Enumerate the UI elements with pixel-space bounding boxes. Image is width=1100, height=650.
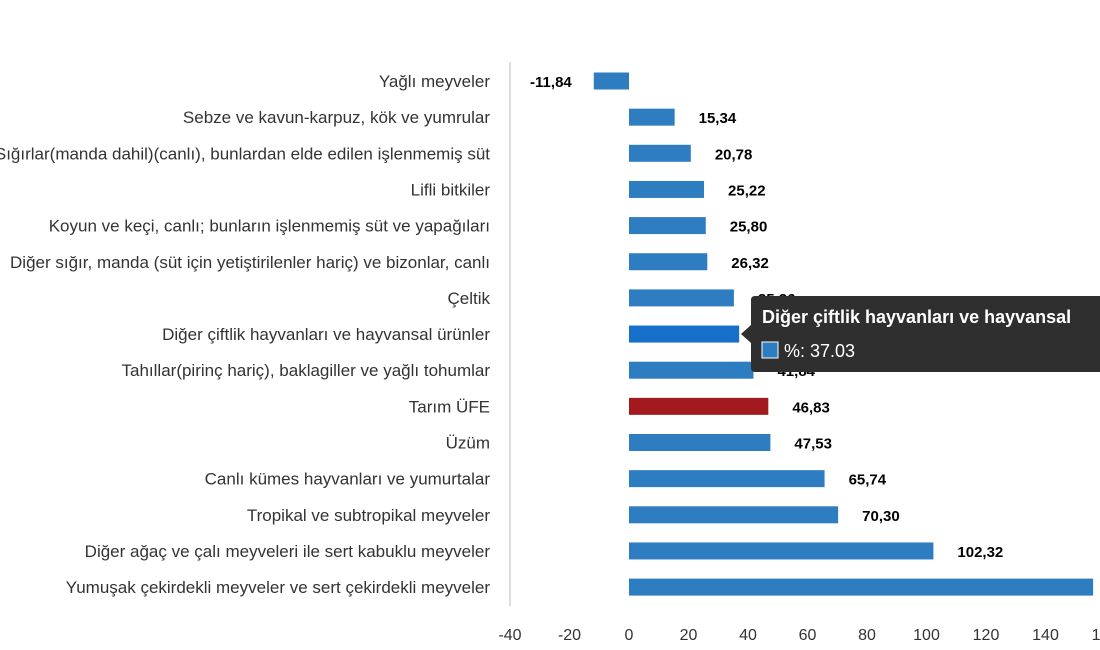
value-label: 15,34	[699, 110, 737, 127]
bar-6[interactable]	[629, 289, 734, 307]
value-label: 20,78	[715, 146, 753, 163]
tooltip-series-swatch	[761, 341, 779, 359]
x-tick-label: 120	[973, 627, 1000, 644]
category-label: Diğer çiftlik hayvanları ve hayvansal ür…	[162, 325, 490, 344]
x-axis-ticks: -40 -20 0 20 40 60 80 100 120 140 160	[498, 627, 1100, 644]
value-label: 25,80	[730, 219, 768, 236]
bar-2[interactable]	[629, 144, 691, 162]
x-tick-label: 0	[625, 627, 634, 644]
category-label: Koyun ve keçi, canlı; bunların işlenmemi…	[49, 217, 490, 236]
category-label: Yağlı meyveler	[379, 72, 491, 91]
bar-4[interactable]	[629, 217, 706, 235]
category-label: Lifli bitkiler	[411, 180, 491, 199]
bars	[593, 72, 1094, 596]
bar-5[interactable]	[629, 253, 708, 271]
bar-10[interactable]	[629, 434, 771, 451]
tooltip-series-value: %: 37.03	[784, 341, 855, 361]
x-tick-label: -20	[558, 627, 581, 644]
category-label: Sebze ve kavun-karpuz, kök ve yumrular	[183, 108, 490, 127]
value-label: 65,74	[849, 472, 887, 489]
category-label: Çeltik	[447, 289, 490, 308]
bar-9[interactable]	[629, 397, 769, 415]
category-label: Yumuşak çekirdekli meyveler ve sert çeki…	[66, 578, 491, 597]
value-label: -11,84	[530, 74, 572, 91]
bar-8[interactable]	[629, 361, 754, 379]
bar-7[interactable]	[629, 325, 740, 343]
x-tick-label: 160	[1092, 627, 1100, 644]
value-label: 26,32	[731, 255, 769, 272]
value-label: 25,22	[728, 182, 766, 199]
x-tick-label: 100	[913, 627, 940, 644]
category-label: Diğer sığır, manda (süt için yetiştirile…	[10, 253, 490, 272]
bar-3[interactable]	[629, 180, 705, 198]
value-label: 47,53	[794, 436, 832, 453]
category-labels: Yağlı meyveler Sebze ve kavun-karpuz, kök…	[0, 72, 490, 597]
category-label: Sığırlar(manda dahil)(canlı), bunlardan …	[0, 144, 490, 163]
bar-0[interactable]	[593, 72, 629, 90]
bar-1[interactable]	[629, 108, 675, 126]
tooltip: Diğer çiftlik hayvanları ve hayvansal %:…	[741, 296, 1100, 372]
value-label: 70,30	[862, 508, 900, 525]
bar-11[interactable]	[629, 470, 825, 488]
tooltip-box	[741, 296, 1100, 372]
x-tick-label: 60	[799, 627, 817, 644]
x-tick-label: 140	[1032, 627, 1059, 644]
x-tick-label: 40	[739, 627, 757, 644]
category-label: Diğer ağaç ve çalı meyveleri ile sert ka…	[85, 542, 491, 561]
x-tick-label: -40	[498, 627, 521, 644]
category-label: Tahıllar(pirinç hariç), baklagiller ve y…	[122, 361, 491, 380]
bar-13[interactable]	[629, 542, 934, 560]
bar-14[interactable]	[629, 578, 1094, 596]
category-label: Üzüm	[446, 434, 490, 453]
bar-12[interactable]	[629, 506, 839, 524]
tooltip-title: Diğer çiftlik hayvanları ve hayvansal	[762, 307, 1071, 327]
value-label: 46,83	[792, 399, 830, 416]
x-tick-label: 80	[858, 627, 876, 644]
value-label: 102,32	[957, 544, 1003, 561]
category-label: Tropikal ve subtropikal meyveler	[247, 506, 490, 525]
category-label: Tarım ÜFE	[409, 397, 490, 416]
category-label: Canlı kümes hayvanları ve yumurtalar	[205, 470, 491, 489]
x-tick-label: 20	[680, 627, 698, 644]
